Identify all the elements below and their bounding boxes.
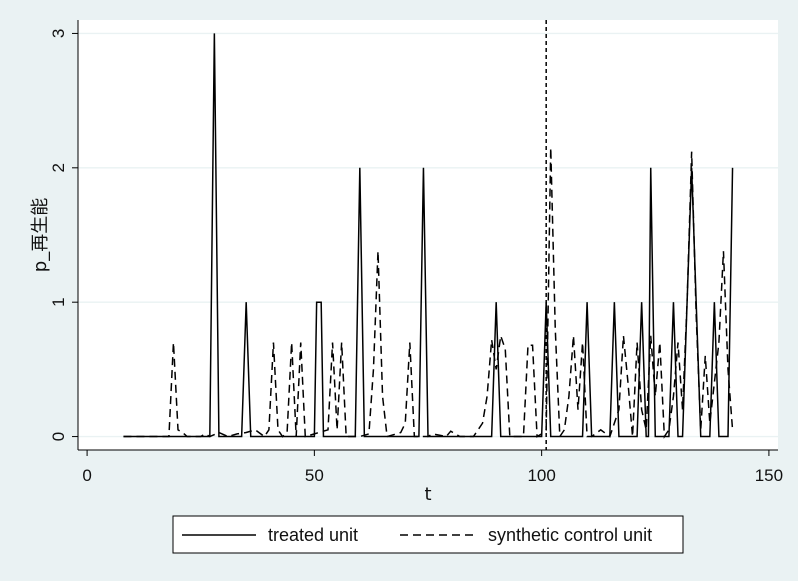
legend: treated unit synthetic control unit xyxy=(172,515,684,554)
y-tick-label: 2 xyxy=(49,163,68,172)
y-tick-label: 1 xyxy=(49,297,68,306)
x-tick-label: 150 xyxy=(755,466,783,485)
series-line-synthetic-control-unit xyxy=(123,147,734,439)
series-line-treated-unit xyxy=(123,33,734,438)
axes: 0 1 2 3 0 50 100 150 xyxy=(49,20,783,485)
y-axis-title: p_再生能 xyxy=(30,198,51,272)
legend-label-synthetic-control-unit: synthetic control unit xyxy=(488,525,652,545)
y-tick-label: 0 xyxy=(49,432,68,441)
x-tick-label: 50 xyxy=(305,466,324,485)
x-tick-label: 100 xyxy=(527,466,555,485)
plot-region xyxy=(78,20,778,450)
x-axis-title: t xyxy=(424,484,431,505)
series-layer xyxy=(123,33,734,439)
y-tick-label: 3 xyxy=(49,29,68,38)
legend-label-treated-unit: treated unit xyxy=(268,525,358,545)
x-tick-label: 0 xyxy=(82,466,91,485)
